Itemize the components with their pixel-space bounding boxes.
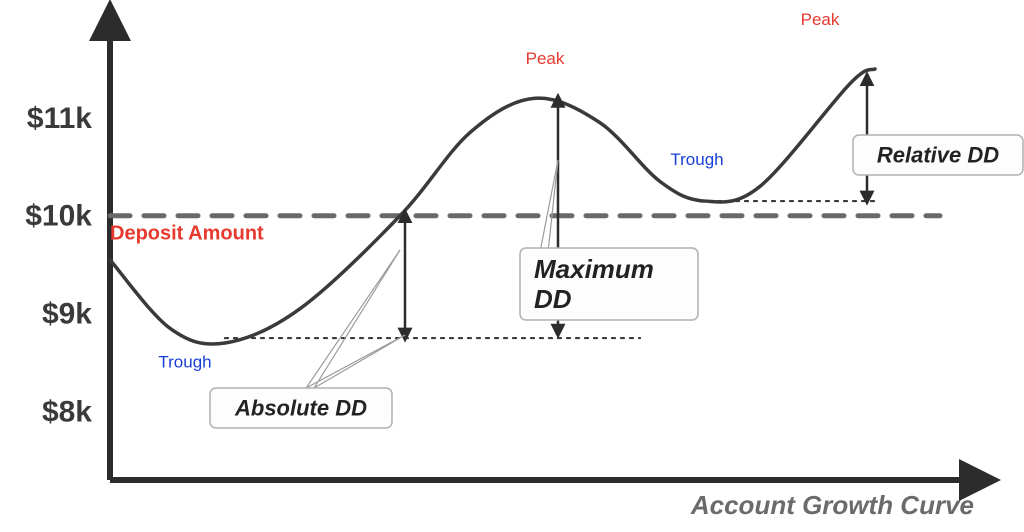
absolute-dd-leader (306, 335, 405, 388)
x-axis-title: Account Growth Curve (690, 490, 974, 520)
absolute-dd-leader (314, 335, 405, 388)
y-tick-label: $9k (42, 298, 92, 331)
relative-dd-text: Relative DD (877, 143, 999, 168)
absolute-dd-leader (306, 250, 400, 388)
y-tick-label: $10k (25, 200, 92, 233)
growth-curve (110, 69, 875, 344)
deposit-label: Deposit Amount (110, 223, 264, 245)
drawdown-chart: $8k $9k $10k $11k Deposit Amount Peak Peak Trou… (0, 0, 1024, 532)
peak-label: Peak (526, 49, 565, 68)
maximum-dd-text-1: Maximum (534, 254, 654, 284)
trough-label: Trough (670, 150, 723, 169)
absolute-dd-leader (314, 250, 400, 388)
absolute-dd-text: Absolute DD (234, 396, 367, 421)
trough-label: Trough (158, 352, 211, 371)
y-tick-label: $8k (42, 395, 92, 428)
maximum-dd-text-2: DD (534, 284, 572, 314)
y-tick-label: $11k (27, 102, 92, 135)
peak-label: Peak (801, 10, 840, 29)
